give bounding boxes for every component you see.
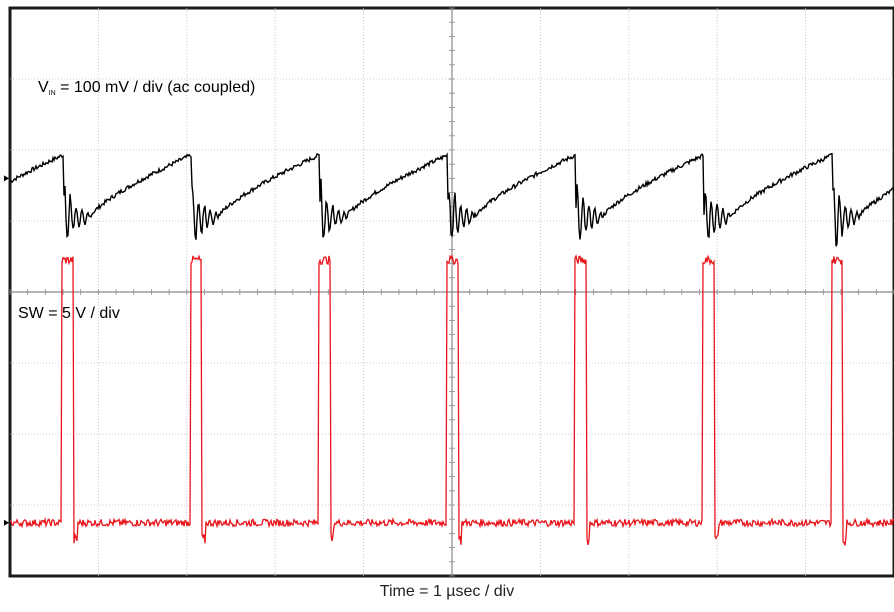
grid bbox=[9, 7, 894, 577]
x-axis-label: Time = 1 µsec / div bbox=[379, 583, 515, 600]
ground-markers bbox=[4, 175, 9, 526]
sw-label: SW = 5 V / div bbox=[18, 305, 120, 322]
vin-ground-marker bbox=[4, 175, 9, 182]
sw-trace bbox=[10, 253, 894, 546]
vin-trace bbox=[9, 152, 894, 247]
sw-ground-marker bbox=[4, 519, 9, 526]
vin-label: VIN = 100 mV / div (ac coupled) bbox=[38, 79, 255, 97]
traces bbox=[9, 152, 894, 546]
